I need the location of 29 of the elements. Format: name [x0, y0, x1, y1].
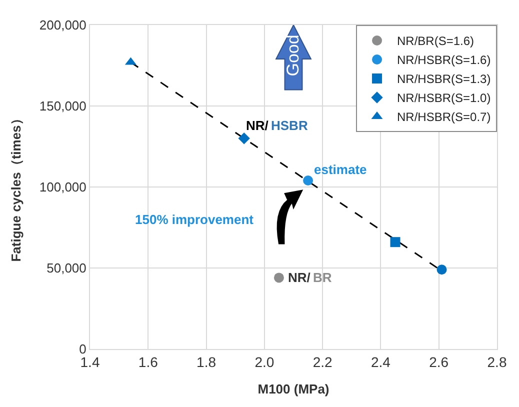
legend-label: NR/HSBR(S=1.0) [397, 91, 491, 106]
legend-label: NR/BR(S=1.6) [397, 34, 474, 48]
point [303, 176, 314, 186]
x-tick-label: 2.8 [487, 354, 507, 370]
x-tick-label: 1.6 [138, 354, 158, 370]
y-tick-label: 100,000 [39, 180, 86, 195]
annotation: 150% improvement [135, 212, 254, 227]
x-tick-label: 2.6 [429, 354, 449, 370]
y-tick-label: 50,000 [46, 260, 86, 276]
x-axis-title: M100 (MPa) [258, 381, 330, 396]
annotation: Good [284, 34, 303, 76]
legend-label: NR/HSBR(S=0.7) [397, 110, 491, 124]
annotation: NR/ [288, 270, 311, 285]
legend-label: NR/HSBR(S=1.6) [397, 53, 491, 68]
x-tick-label: 2.4 [370, 354, 391, 370]
x-tick-label: 1.8 [196, 354, 216, 370]
annotation: BR [313, 270, 332, 285]
x-tick-label: 2.2 [312, 354, 333, 370]
x-tick-label: 2.0 [254, 354, 274, 370]
legend-label: NR/HSBR(S=1.3) [397, 72, 491, 86]
annotation: NR/ [246, 118, 269, 133]
annotation: estimate [314, 162, 367, 177]
point [238, 132, 250, 144]
y-tick-label: 150,000 [39, 98, 86, 114]
point [274, 272, 284, 283]
point [390, 237, 400, 248]
y-axis-title: Fatigue cycles（times） [8, 112, 24, 262]
y-tick-label: 200,000 [39, 18, 86, 33]
annotation: HSBR [271, 118, 308, 133]
